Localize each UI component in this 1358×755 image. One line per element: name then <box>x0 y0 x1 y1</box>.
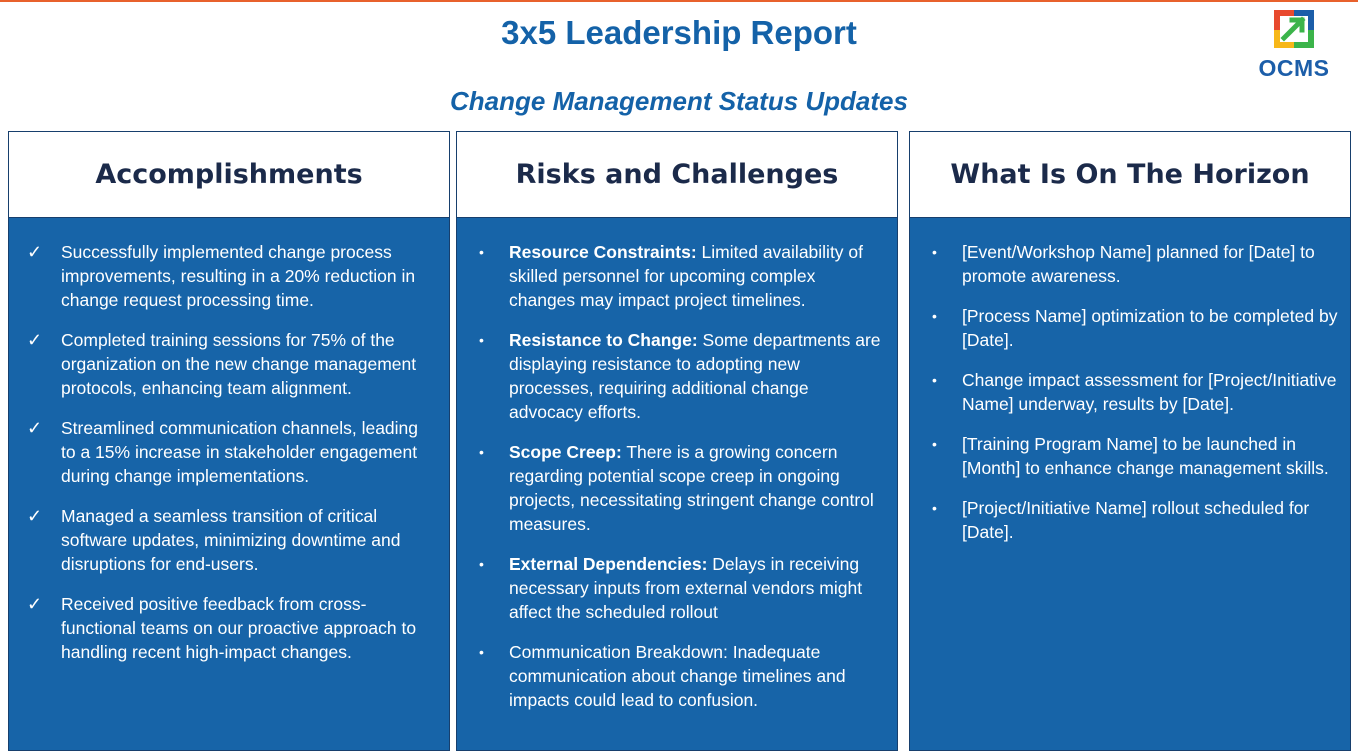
checkmark-icon: ✓ <box>27 242 43 262</box>
bullet-icon: • <box>479 332 484 348</box>
logo-mark-icon <box>1274 10 1314 48</box>
bullet-icon: • <box>479 444 484 460</box>
bullet-icon: • <box>932 500 937 516</box>
list-item: • [Project/Initiative Name] rollout sched… <box>928 496 1338 544</box>
horizon-heading: What Is On The Horizon <box>910 132 1350 218</box>
list-item: • [Training Program Name] to be launched … <box>928 432 1338 480</box>
page-subtitle: Change Management Status Updates <box>450 86 908 116</box>
list-item: ✓ Completed training sessions for 75% of … <box>27 330 417 398</box>
checkmark-icon: ✓ <box>27 594 43 614</box>
list-item: • Resource Constraints: Limited availabil… <box>475 240 885 312</box>
checkmark-icon: ✓ <box>27 418 43 438</box>
list-item: • Change impact assessment for [Project/I… <box>928 368 1338 416</box>
bullet-icon: • <box>932 308 937 324</box>
list-item: ✓ Successfully implemented change process… <box>27 242 416 310</box>
ocms-logo: OCMS <box>1252 8 1336 81</box>
bullet-icon: • <box>932 244 937 260</box>
checkmark-icon: ✓ <box>27 330 43 350</box>
list-item: • Communication Breakdown: Inadequate com… <box>475 640 885 712</box>
checkmark-icon: ✓ <box>27 506 43 526</box>
bullet-icon: • <box>932 372 937 388</box>
list-item: ✓ Received positive feedback from cross-f… <box>27 594 417 662</box>
list-item: • [Process Name] optimization to be compl… <box>928 304 1338 352</box>
list-item: • [Event/Workshop Name] planned for [Date… <box>928 240 1338 288</box>
bullet-icon: • <box>479 644 484 660</box>
list-item: • External Dependencies: Delays in receiv… <box>475 552 885 624</box>
bullet-icon: • <box>932 436 937 452</box>
logo-text: OCMS <box>1258 55 1330 81</box>
page-title: 3x5 Leadership Report <box>501 14 857 51</box>
list-item: ✓ Managed a seamless transition of critic… <box>27 506 401 574</box>
list-item: • Scope Creep: There is a growing concern… <box>475 440 885 536</box>
list-item: ✓ Streamlined communication channels, lea… <box>27 418 419 486</box>
horizon-panel: What Is On The Horizon • [Event/Workshop … <box>909 131 1351 751</box>
accomplishments-panel: Accomplishments ✓ Successfully implemente… <box>8 131 450 751</box>
top-accent-line <box>0 0 1358 2</box>
risks-heading: Risks and Challenges <box>457 132 897 218</box>
accomplishments-heading: Accomplishments <box>9 132 449 218</box>
bullet-icon: • <box>479 244 484 260</box>
risks-panel: Risks and Challenges • Resource Constrain… <box>456 131 898 751</box>
list-item: • Resistance to Change: Some departments … <box>475 328 885 424</box>
bullet-icon: • <box>479 556 484 572</box>
